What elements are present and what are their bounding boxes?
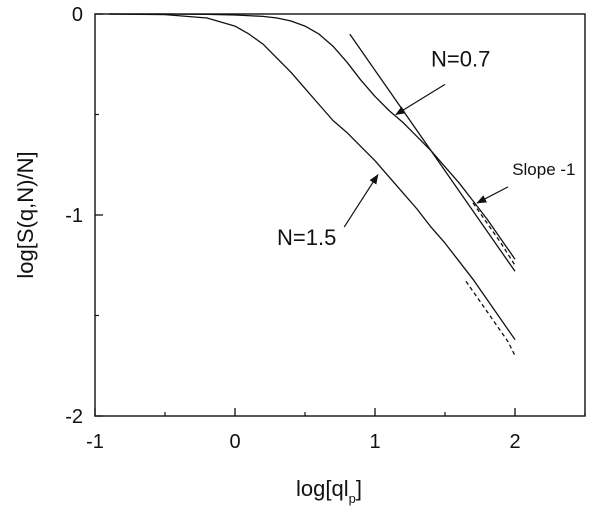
- y-tick-label: 0: [72, 4, 83, 26]
- y-tick-label: -2: [65, 406, 83, 428]
- series-line-n-0-7: [109, 13, 516, 260]
- series-line-n-0-7-asymptote: [472, 202, 516, 266]
- annotations: N=0.7 N=1.5 Slope -1: [277, 46, 576, 250]
- annotation-label: N=1.5: [277, 225, 336, 250]
- annotation-arrow: [476, 186, 509, 204]
- annotation-label: N=0.7: [431, 46, 490, 71]
- annotation-arrow: [395, 83, 446, 116]
- x-tick-label: 2: [509, 431, 520, 453]
- x-tick-label: -1: [86, 431, 104, 453]
- series-line-slope-1-line: [349, 33, 516, 272]
- series-lines: [108, 13, 516, 356]
- y-tick-label: -1: [65, 205, 83, 227]
- ticks: [94, 13, 586, 417]
- x-tick-label: 1: [369, 431, 380, 453]
- x-axis-title-main: log[ql: [296, 476, 349, 501]
- tick-labels: -1 0 1 20-1-2: [65, 4, 520, 453]
- series-line-n-1-5-asymptote: [465, 280, 516, 356]
- x-tick-label: 0: [229, 431, 240, 453]
- x-axis-title-close: ]: [356, 476, 362, 501]
- y-axis-title: log[S(q,N)/N]: [13, 151, 38, 278]
- arrows: [343, 83, 509, 228]
- series-line-n-1-5: [108, 13, 516, 340]
- plot-frame: [94, 13, 586, 417]
- annotation-label: Slope -1: [512, 160, 575, 179]
- x-axis-title-sub: p: [349, 491, 356, 506]
- annotation-arrow: [343, 173, 379, 228]
- x-axis-title: log[qlp]: [296, 476, 362, 506]
